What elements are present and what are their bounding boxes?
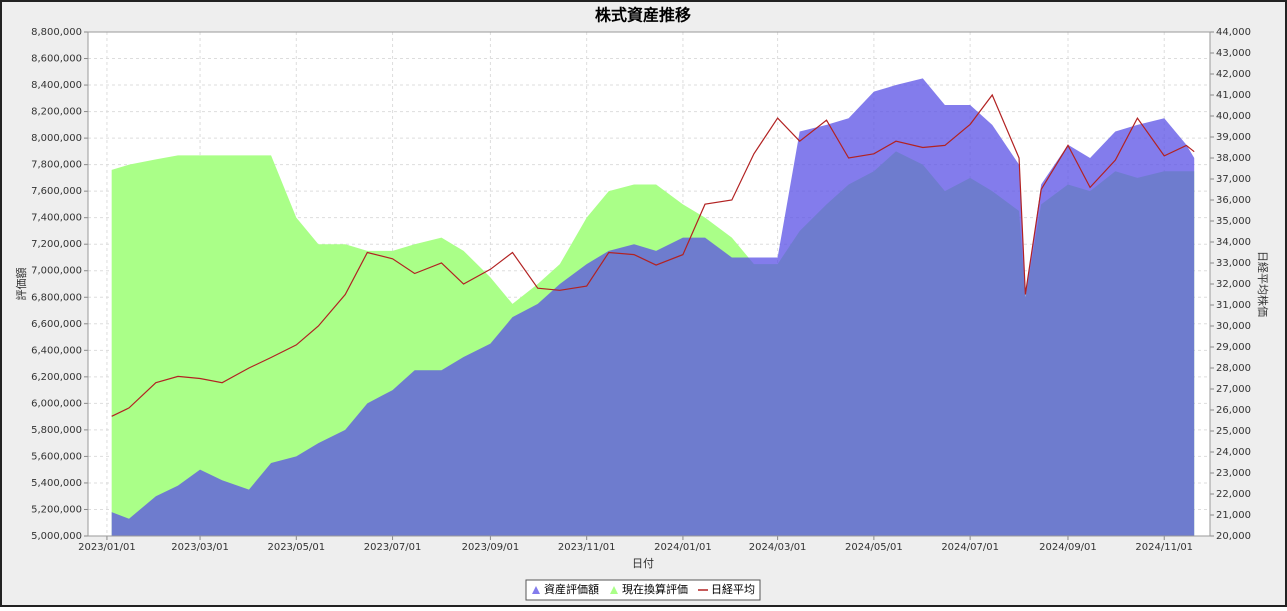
y2-tick-label: 37,000 xyxy=(1216,174,1251,185)
line xyxy=(111,93,1195,417)
y-tick-label: 8,200,000 xyxy=(31,107,82,118)
y2-tick-label: 25,000 xyxy=(1216,426,1251,437)
y2-tick-label: 29,000 xyxy=(1216,342,1251,353)
y-tick-label: 8,000,000 xyxy=(31,133,82,144)
y-tick-label: 7,600,000 xyxy=(31,186,82,197)
y-tick-label: 7,000,000 xyxy=(31,266,82,277)
y2-tick-label: 38,000 xyxy=(1216,153,1251,164)
y2-tick-label: 27,000 xyxy=(1216,384,1251,395)
x-tick-label: 2023/05/01 xyxy=(267,542,325,553)
x-tick-label: 2023/03/01 xyxy=(171,542,229,553)
x-tick-label: 2023/09/01 xyxy=(462,542,520,553)
y2-tick-label: 23,000 xyxy=(1216,468,1251,479)
x-tick-label: 2023/01/01 xyxy=(78,542,136,553)
plot-border xyxy=(87,31,1211,537)
y-tick-label: 6,600,000 xyxy=(31,319,82,330)
legend: 資産評価額 現在換算評価 日経平均 xyxy=(525,579,761,601)
legend-swatch xyxy=(610,586,618,594)
x-tick-label: 2024/01/01 xyxy=(654,542,712,553)
y-tick-label: 6,000,000 xyxy=(31,398,82,409)
y-axis-label: 評価額 xyxy=(14,268,28,301)
legend-swatch xyxy=(532,586,540,594)
y-tick-label: 6,800,000 xyxy=(31,292,82,303)
y2-tick-label: 33,000 xyxy=(1216,258,1251,269)
y2-tick-label: 31,000 xyxy=(1216,300,1251,311)
y2-tick-label: 43,000 xyxy=(1216,48,1251,59)
legend-item: 現在換算評価 xyxy=(610,582,688,596)
y2-tick-label: 42,000 xyxy=(1216,69,1251,80)
y-tick-label: 8,600,000 xyxy=(31,54,82,65)
y-tick-label: 5,400,000 xyxy=(31,478,82,489)
y-tick-label: 5,000,000 xyxy=(31,531,82,542)
y-tick-label: 5,200,000 xyxy=(31,504,82,515)
y-tick-label: 6,200,000 xyxy=(31,372,82,383)
legend-box xyxy=(525,579,761,601)
y-tick-label: 5,800,000 xyxy=(31,425,82,436)
legend-item: 日経平均 xyxy=(698,583,755,596)
y2-tick-label: 40,000 xyxy=(1216,111,1251,122)
legend-label: 日経平均 xyxy=(711,583,755,596)
y-tick-label: 5,600,000 xyxy=(31,451,82,462)
y-tick-label: 8,800,000 xyxy=(31,27,82,38)
chart-title: 株式資産推移 xyxy=(595,6,691,25)
y2-tick-label: 20,000 xyxy=(1216,531,1251,542)
x-tick-label: 2024/05/01 xyxy=(845,542,903,553)
y2-tick-label: 34,000 xyxy=(1216,237,1251,248)
x-tick-label: 2024/09/01 xyxy=(1039,542,1097,553)
x-axis-label: 日付 xyxy=(632,557,654,570)
legend-label: 現在換算評価 xyxy=(622,582,688,596)
y-tick-label: 6,400,000 xyxy=(31,345,82,356)
y-tick-label: 7,200,000 xyxy=(31,239,82,250)
y-tick-label: 7,400,000 xyxy=(31,213,82,224)
y2-tick-label: 24,000 xyxy=(1216,447,1251,458)
y2-tick-label: 35,000 xyxy=(1216,216,1251,227)
x-tick-label: 2024/11/01 xyxy=(1135,542,1193,553)
y2-tick-label: 32,000 xyxy=(1216,279,1251,290)
y2-axis-label: 日経平均株価 xyxy=(1256,251,1270,317)
x-tick-label: 2023/11/01 xyxy=(558,542,616,553)
y2-tick-label: 21,000 xyxy=(1216,510,1251,521)
y-tick-label: 7,800,000 xyxy=(31,160,82,171)
y2-tick-label: 26,000 xyxy=(1216,405,1251,416)
x-tick-label: 2024/03/01 xyxy=(749,542,807,553)
area xyxy=(111,78,1195,536)
x-tick-label: 2023/07/01 xyxy=(364,542,422,553)
y2-tick-label: 44,000 xyxy=(1216,27,1251,38)
y-tick-label: 8,400,000 xyxy=(31,80,82,91)
y2-tick-label: 36,000 xyxy=(1216,195,1251,206)
x-tick-label: 2024/07/01 xyxy=(941,542,999,553)
legend-item: 資産評価額 xyxy=(532,582,599,596)
y2-tick-label: 22,000 xyxy=(1216,489,1251,500)
y2-tick-label: 28,000 xyxy=(1216,363,1251,374)
y2-tick-label: 30,000 xyxy=(1216,321,1251,332)
legend-label: 資産評価額 xyxy=(544,582,599,596)
y2-tick-label: 41,000 xyxy=(1216,90,1251,101)
y2-tick-label: 39,000 xyxy=(1216,132,1251,143)
